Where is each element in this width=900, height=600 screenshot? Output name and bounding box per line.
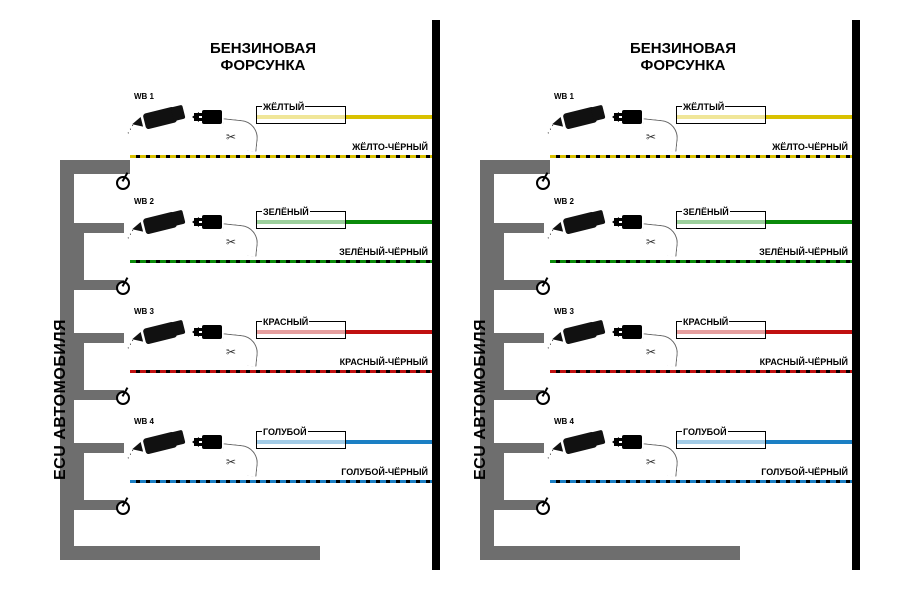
wire-striped-label: КРАСНЫЙ-ЧЁРНЫЙ bbox=[340, 357, 428, 367]
wire-color-label: КРАСНЫЙ bbox=[262, 317, 309, 327]
connector-plug-icon bbox=[202, 215, 222, 229]
injector-row-1: ⋰WB 1✂ЖЁЛТЫЙЖЁЛТО-ЧЁРНЫЙ bbox=[74, 100, 432, 185]
wire-striped-label: ЖЁЛТО-ЧЁРНЫЙ bbox=[352, 142, 428, 152]
title-line1: БЕНЗИНОВАЯ bbox=[630, 40, 736, 57]
wire-striped-label: ЖЁЛТО-ЧЁРНЫЙ bbox=[772, 142, 848, 152]
ecu-frame-bottom bbox=[480, 546, 740, 560]
injector-row-4: ⋰WB 4✂ГОЛУБОЙГОЛУБОЙ-ЧЁРНЫЙ bbox=[494, 425, 852, 510]
panel-title: БЕНЗИНОВАЯФОРСУНКА bbox=[630, 40, 736, 75]
wb-label: WB 1 bbox=[554, 92, 574, 101]
fuel-injector-icon: ⋰ bbox=[132, 104, 192, 134]
connector-plug-icon bbox=[202, 325, 222, 339]
connector-plug-icon bbox=[202, 435, 222, 449]
wire-striped-label: ГОЛУБОЙ-ЧЁРНЫЙ bbox=[761, 467, 848, 477]
injector-row-1: ⋰WB 1✂ЖЁЛТЫЙЖЁЛТО-ЧЁРНЫЙ bbox=[494, 100, 852, 185]
wb-label: WB 3 bbox=[134, 307, 154, 316]
connector-plug-icon bbox=[622, 110, 642, 124]
wb-label: WB 2 bbox=[134, 197, 154, 206]
bus-bar bbox=[852, 20, 860, 570]
wire-striped bbox=[550, 370, 852, 373]
wb-label: WB 1 bbox=[134, 92, 154, 101]
ecu-branch bbox=[74, 443, 124, 510]
title-line1: БЕНЗИНОВАЯ bbox=[210, 40, 316, 57]
wb-label: WB 4 bbox=[554, 417, 574, 426]
wire-color-label: ГОЛУБОЙ bbox=[682, 427, 728, 437]
ecu-label: ECU АВТОМОБИЛЯ bbox=[472, 319, 490, 480]
splice-node-icon bbox=[116, 391, 130, 405]
wb-label: WB 3 bbox=[554, 307, 574, 316]
wire-striped bbox=[130, 480, 432, 483]
ecu-branch bbox=[494, 443, 544, 510]
connector-plug-icon bbox=[622, 215, 642, 229]
splice-node-icon bbox=[536, 501, 550, 515]
title-line2: ФОРСУНКА bbox=[641, 57, 726, 74]
title-line2: ФОРСУНКА bbox=[221, 57, 306, 74]
wire-striped bbox=[130, 155, 432, 158]
injector-row-2: ⋰WB 2✂ЗЕЛЁНЫЙЗЕЛЁНЫЙ-ЧЁРНЫЙ bbox=[74, 205, 432, 290]
scissors-icon: ✂ bbox=[226, 345, 236, 359]
injector-row-3: ⋰WB 3✂КРАСНЫЙКРАСНЫЙ-ЧЁРНЫЙ bbox=[74, 315, 432, 400]
ecu-branch bbox=[494, 333, 544, 400]
connector-plug-icon bbox=[202, 110, 222, 124]
wire-striped bbox=[130, 260, 432, 263]
fuel-injector-icon: ⋰ bbox=[132, 319, 192, 349]
injector-row-2: ⋰WB 2✂ЗЕЛЁНЫЙЗЕЛЁНЫЙ-ЧЁРНЫЙ bbox=[494, 205, 852, 290]
scissors-icon: ✂ bbox=[646, 235, 656, 249]
wire-color-label: КРАСНЫЙ bbox=[682, 317, 729, 327]
wire-striped-label: КРАСНЫЙ-ЧЁРНЫЙ bbox=[760, 357, 848, 367]
ecu-branch bbox=[74, 223, 124, 290]
wiring-panel-1: БЕНЗИНОВАЯФОРСУНКАECU АВТОМОБИЛЯ⋰WB 1✂ЖЁ… bbox=[60, 40, 440, 560]
connector-plug-icon bbox=[622, 325, 642, 339]
fuel-injector-icon: ⋰ bbox=[552, 209, 612, 239]
wire-striped-label: ГОЛУБОЙ-ЧЁРНЫЙ bbox=[341, 467, 428, 477]
wiring-panel-2: БЕНЗИНОВАЯФОРСУНКАECU АВТОМОБИЛЯ⋰WB 1✂ЖЁ… bbox=[480, 40, 860, 560]
splice-node-icon bbox=[536, 281, 550, 295]
splice-node-icon bbox=[536, 391, 550, 405]
wire-striped bbox=[550, 480, 852, 483]
fuel-injector-icon: ⋰ bbox=[132, 209, 192, 239]
wire-striped bbox=[550, 260, 852, 263]
fuel-injector-icon: ⋰ bbox=[552, 429, 612, 459]
wb-label: WB 2 bbox=[554, 197, 574, 206]
wire-striped bbox=[130, 370, 432, 373]
fuel-injector-icon: ⋰ bbox=[552, 104, 612, 134]
scissors-icon: ✂ bbox=[646, 455, 656, 469]
scissors-icon: ✂ bbox=[226, 235, 236, 249]
splice-node-icon bbox=[116, 501, 130, 515]
scissors-icon: ✂ bbox=[226, 130, 236, 144]
injector-row-3: ⋰WB 3✂КРАСНЫЙКРАСНЫЙ-ЧЁРНЫЙ bbox=[494, 315, 852, 400]
wire-color-label: ЗЕЛЁНЫЙ bbox=[262, 207, 310, 217]
splice-node-icon bbox=[116, 176, 130, 190]
wire-color-label: ЖЁЛТЫЙ bbox=[262, 102, 305, 112]
wire-color-label: ГОЛУБОЙ bbox=[262, 427, 308, 437]
ecu-frame-bottom bbox=[60, 546, 320, 560]
wire-color-label: ЗЕЛЁНЫЙ bbox=[682, 207, 730, 217]
wire-striped-label: ЗЕЛЁНЫЙ-ЧЁРНЫЙ bbox=[339, 247, 428, 257]
wire-striped bbox=[550, 155, 852, 158]
fuel-injector-icon: ⋰ bbox=[132, 429, 192, 459]
wire-color-label: ЖЁЛТЫЙ bbox=[682, 102, 725, 112]
fuel-injector-icon: ⋰ bbox=[552, 319, 612, 349]
splice-node-icon bbox=[116, 281, 130, 295]
ecu-branch bbox=[494, 223, 544, 290]
panel-title: БЕНЗИНОВАЯФОРСУНКА bbox=[210, 40, 316, 75]
wb-label: WB 4 bbox=[134, 417, 154, 426]
wire-striped-label: ЗЕЛЁНЫЙ-ЧЁРНЫЙ bbox=[759, 247, 848, 257]
injector-row-4: ⋰WB 4✂ГОЛУБОЙГОЛУБОЙ-ЧЁРНЫЙ bbox=[74, 425, 432, 510]
connector-plug-icon bbox=[622, 435, 642, 449]
splice-node-icon bbox=[536, 176, 550, 190]
ecu-label: ECU АВТОМОБИЛЯ bbox=[52, 319, 70, 480]
scissors-icon: ✂ bbox=[646, 130, 656, 144]
scissors-icon: ✂ bbox=[646, 345, 656, 359]
scissors-icon: ✂ bbox=[226, 455, 236, 469]
bus-bar bbox=[432, 20, 440, 570]
ecu-branch bbox=[74, 333, 124, 400]
